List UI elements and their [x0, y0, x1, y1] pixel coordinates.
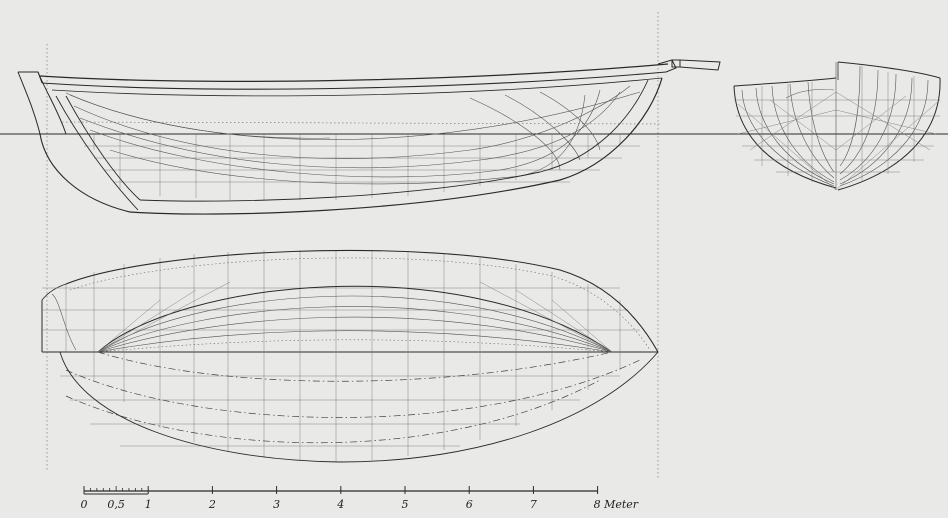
scale-bar-label: 0,5 [107, 498, 125, 511]
scale-bar-label: 1 [145, 498, 152, 511]
half-breadth-plan [41, 249, 659, 463]
sheer-waterlines [61, 121, 661, 183]
scale-bar-ticks [83, 486, 599, 494]
body-plan-sections-aft [839, 65, 929, 187]
sheer-stations [93, 134, 621, 200]
half-breadth-lower-curves [59, 351, 659, 463]
scale-bar-label: 3 [273, 498, 280, 511]
scale-bar-labels: 0 0,5 1 2 3 4 5 6 7 8 Meter [81, 498, 639, 511]
sheer-buttocks [65, 85, 641, 185]
half-breadth-waterlines [97, 285, 613, 353]
scale-bar-label: 8 Meter [594, 498, 639, 511]
scale-bar-label: 5 [402, 498, 409, 511]
half-breadth-sheer [65, 249, 659, 353]
perpendicular-lines [46, 12, 659, 480]
body-plan-waterlines [734, 66, 941, 191]
half-breadth-buttock-lines [42, 287, 640, 447]
body-plan [733, 61, 941, 191]
scale-bar-label: 4 [336, 498, 344, 511]
sheer-hull-outline [17, 59, 721, 215]
scale-bar: 0 0,5 1 2 3 4 5 6 7 8 Meter [81, 486, 639, 511]
scale-bar-label: 0 [81, 498, 88, 511]
scale-bar-label: 6 [466, 498, 473, 511]
half-breadth-stations [65, 250, 621, 462]
body-plan-sections-fore [741, 81, 835, 187]
half-breadth-diagonals [97, 281, 613, 353]
sheer-plan [0, 59, 948, 215]
scale-bar-label: 2 [208, 498, 216, 511]
scale-bar-label: 7 [530, 498, 537, 511]
